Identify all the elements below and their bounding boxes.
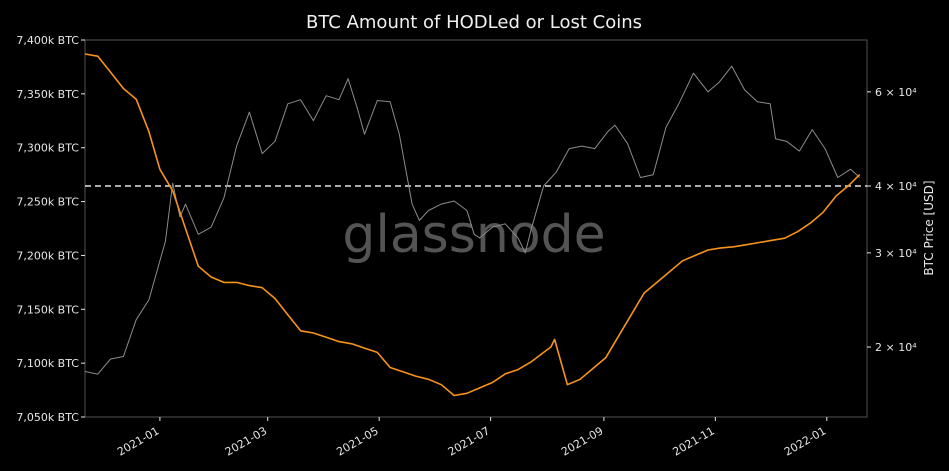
right-tick-label: 6 × 10⁴ [875,86,917,99]
right-axis-ticks: 2 × 10⁴ 3 × 10⁴ 4 × 10⁴ 6 × 10⁴ [867,86,917,354]
right-tick-label: 3 × 10⁴ [875,247,917,260]
left-tick-label: 7,300k BTC [16,142,79,155]
left-tick-label: 7,400k BTC [16,34,79,47]
series-layer [84,53,861,397]
left-tick-label: 7,250k BTC [16,196,79,209]
plot-frame [84,39,868,418]
watermark: glassnode [342,205,605,265]
chart-title: BTC Amount of HODLed or Lost Coins [306,12,642,33]
left-tick-label: 7,050k BTC [16,411,79,424]
hodl-amount-line [84,53,861,397]
left-axis-ticks: 7,050k BTC 7,100k BTC 7,150k BTC 7,200k BTC… [16,34,85,424]
right-tick-label: 4 × 10⁴ [875,180,917,193]
left-tick-label: 7,350k BTC [16,88,79,101]
right-tick-label: 2 × 10⁴ [875,341,917,354]
left-tick-label: 7,100k BTC [16,357,79,370]
left-tick-label: 7,200k BTC [16,249,79,262]
left-tick-label: 7,150k BTC [16,303,79,316]
right-axis-title: BTC Price [USD] [922,180,936,275]
btc-price-line [84,65,861,375]
